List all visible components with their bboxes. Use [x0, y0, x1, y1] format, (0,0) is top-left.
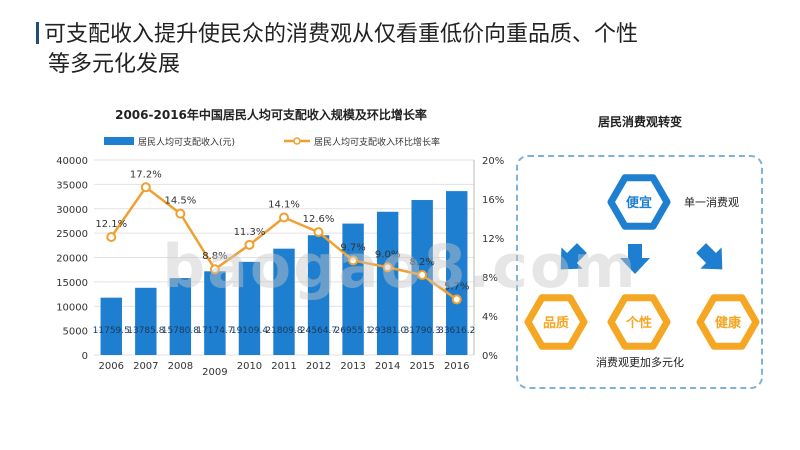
x-tick-label: 2006: [99, 361, 124, 372]
growth-value-label: 8.2%: [409, 257, 434, 268]
slide-title-line-2: 等多元化发展: [48, 52, 181, 77]
bar-value-label: 26955.1: [334, 326, 371, 336]
bar-value-label: 11759.5: [93, 326, 130, 336]
x-tick-label: 2011: [271, 361, 296, 372]
bar-value-label: 17174.7: [196, 326, 233, 336]
bar-value-label: 31790.3: [404, 326, 441, 336]
title-accent-bar: [36, 22, 39, 44]
slide-title: 可支配收入提升使民众的消费观从仅看重低价向重品质、个性 等多元化发展: [44, 20, 724, 80]
y-left-tick-label: 30000: [56, 205, 88, 216]
growth-point-2016: [451, 294, 462, 305]
growth-value-label: 8.8%: [202, 251, 227, 262]
y-right-tick-label: 0%: [482, 351, 498, 362]
y-left-tick-label: 5000: [63, 327, 88, 338]
bar-2008: [169, 278, 192, 355]
bar-2011: [273, 248, 295, 355]
x-tick-label: 2007: [133, 361, 158, 372]
growth-value-label: 9.0%: [375, 249, 400, 260]
bar-2014: [376, 211, 399, 355]
x-tick-label: 2016: [444, 361, 469, 372]
x-tick-label: 2010: [237, 361, 262, 372]
bar-value-label: 19109.4: [231, 326, 268, 336]
bar-2016: [446, 191, 468, 355]
growth-value-label: 14.1%: [268, 200, 300, 211]
y-left-tick-label: 35000: [56, 180, 88, 191]
y-left-tick-label: 15000: [56, 278, 88, 289]
y-right-tick-label: 16%: [482, 195, 504, 206]
legend-line-marker: [293, 137, 301, 145]
chart-title: 2006-2016年中国居民人均可支配收入规模及环比增长率: [115, 108, 427, 122]
bar-2006: [100, 297, 122, 355]
growth-value-label: 9.7%: [340, 242, 365, 253]
bar-2007: [135, 287, 157, 355]
growth-point-2012: [313, 227, 324, 238]
growth-value-label: 14.5%: [164, 196, 196, 207]
bar-value-label: 13785.8: [127, 326, 164, 336]
legend-line-label: 居民人均可支配收入环比增长率: [314, 136, 440, 148]
growth-point-2010: [244, 239, 255, 250]
income-chart: 2006-2016年中国居民人均可支配收入规模及环比增长率 0 5000 10000…: [56, 100, 506, 390]
panel-title: 居民消费观转变: [597, 115, 682, 129]
x-tick-label: 2008: [168, 361, 193, 372]
growth-point-2015: [417, 270, 428, 281]
bar-2010: [238, 261, 261, 355]
legend-bar-label: 居民人均可支配收入(元): [138, 136, 235, 148]
legend-bar-swatch: [104, 137, 134, 145]
bar-value-label: 15780.8: [162, 326, 199, 336]
y-left-tick-label: 20000: [56, 254, 88, 265]
y-right-tick-label: 4%: [482, 312, 498, 323]
growth-point-2009: [209, 264, 220, 275]
y-left-tick-label: 0: [82, 351, 88, 362]
consumption-panel: [516, 155, 763, 389]
growth-value-label: 17.2%: [130, 169, 162, 180]
x-tick-label: 2009: [202, 367, 227, 378]
bar-value-label: 21809.8: [265, 326, 302, 336]
growth-point-2008: [175, 208, 186, 219]
growth-value-label: 12.6%: [303, 214, 335, 225]
y-right-tick-label: 20%: [482, 156, 504, 167]
growth-point-2013: [348, 255, 359, 266]
y-left-tick-label: 10000: [56, 302, 88, 313]
x-tick-label: 2015: [409, 361, 434, 372]
bar-value-label: 33616.2: [438, 326, 475, 336]
growth-value-label: 5.7%: [444, 281, 469, 292]
chart-svg: 0 5000 10000 15000 20000 25000 30000 35000 40000…: [56, 136, 504, 378]
bar-value-label: 29381.0: [369, 326, 406, 336]
growth-point-2006: [106, 232, 117, 243]
growth-point-2011: [279, 212, 289, 223]
bar-2009: [204, 271, 226, 355]
bar-value-label: 24564.7: [300, 326, 337, 336]
x-tick-label: 2013: [340, 361, 365, 372]
y-right-tick-label: 12%: [482, 234, 504, 245]
growth-point-2014: [382, 262, 393, 273]
y-right-tick-label: 8%: [482, 273, 498, 284]
growth-point-2007: [140, 182, 151, 193]
y-left-tick-label: 25000: [56, 229, 88, 240]
x-tick-label: 2014: [375, 361, 400, 372]
bar-2012: [307, 235, 330, 355]
slide-title-line-1: 可支配收入提升使民众的消费观从仅看重低价向重品质、个性: [44, 22, 639, 47]
growth-value-label: 11.3%: [234, 227, 266, 238]
growth-value-label: 12.1%: [95, 219, 127, 230]
x-tick-label: 2012: [306, 361, 331, 372]
y-left-tick-label: 40000: [56, 156, 88, 167]
